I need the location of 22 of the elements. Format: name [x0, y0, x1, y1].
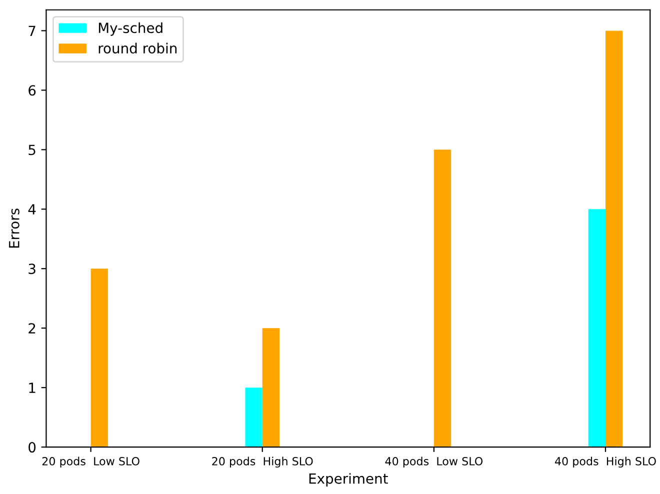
x-tick-label: 40 pods Low SLO	[385, 456, 483, 468]
bar	[262, 328, 280, 448]
y-axis-title: Errors	[9, 208, 20, 248]
y-tick-label: 7	[28, 26, 36, 36]
x-tick-label: 40 pods High SLO	[554, 456, 656, 468]
y-tick-label: 2	[28, 323, 36, 334]
bar	[245, 388, 262, 448]
bar	[90, 268, 108, 448]
bar	[588, 209, 606, 448]
y-tick-label: 3	[28, 264, 36, 274]
bar	[434, 150, 452, 448]
y-tick-label: 0	[28, 442, 36, 453]
legend-label: round robin	[98, 42, 177, 54]
x-tick-label: 20 pods High SLO	[212, 456, 313, 468]
x-tick-label: 20 pods Low SLO	[42, 456, 140, 468]
y-tick-label: 1	[29, 382, 36, 393]
legend-label: My-sched	[98, 22, 162, 36]
y-tick-label: 6	[28, 85, 36, 96]
y-tick-label: 5	[28, 144, 36, 156]
bar	[605, 30, 623, 448]
y-tick-label: 4	[28, 204, 36, 214]
x-axis-title: Experiment	[309, 473, 388, 487]
